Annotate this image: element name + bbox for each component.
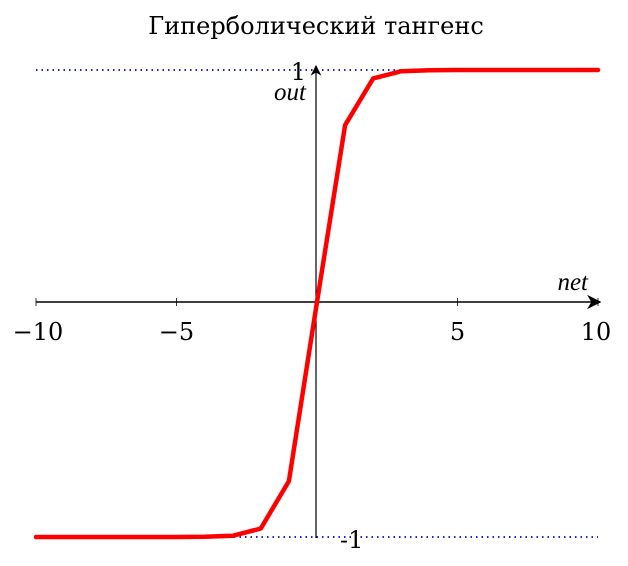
y-axis-label: out <box>274 79 307 106</box>
y-tick-label-bottom: -1 <box>340 526 363 554</box>
chart-title: Гиперболический тангенс <box>148 12 484 40</box>
x-tick-label: 5 <box>450 318 465 346</box>
x-tick-label: 10 <box>581 318 612 346</box>
x-axis-label: net <box>557 269 589 296</box>
x-tick-label: −10 <box>13 318 64 346</box>
x-tick-label: −5 <box>159 318 194 346</box>
y-tick-label-top: 1 <box>291 58 306 86</box>
tanh-series-line <box>33 67 601 540</box>
x-ticks: −10 −5 5 10 <box>13 298 612 346</box>
